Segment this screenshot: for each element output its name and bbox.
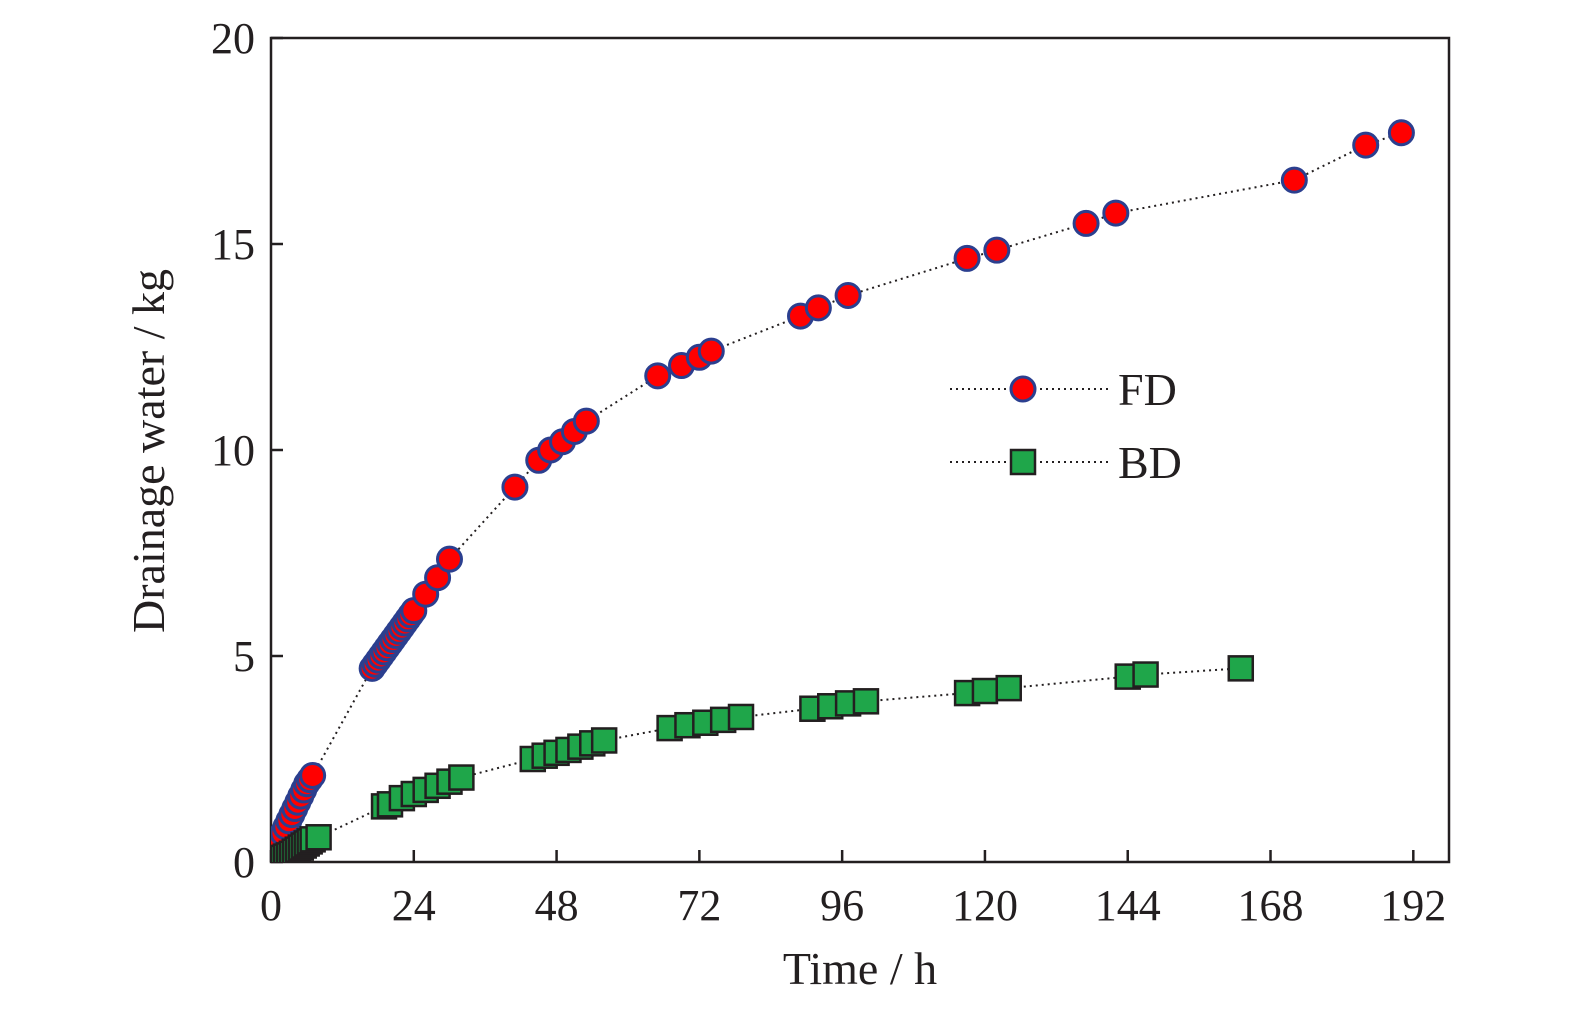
x-tick-label: 120 xyxy=(952,881,1018,930)
legend-label-bd: BD xyxy=(1118,437,1182,488)
x-tick-label: 72 xyxy=(677,881,721,930)
data-point-fd xyxy=(1387,119,1415,147)
y-tick-label: 15 xyxy=(211,220,255,269)
data-point-bd xyxy=(1227,655,1255,682)
data-point-fd xyxy=(1102,199,1130,227)
series-layer xyxy=(271,119,1415,862)
legend-entry-fd: FD xyxy=(950,364,1177,415)
x-tick-label: 144 xyxy=(1095,881,1161,930)
data-point-fd xyxy=(572,407,600,435)
data-point-bd xyxy=(1132,661,1159,688)
legend-marker-fd xyxy=(1009,375,1037,403)
series-fd xyxy=(271,119,1415,862)
y-tick-label: 10 xyxy=(211,426,255,475)
x-tick-label: 192 xyxy=(1380,881,1446,930)
legend-label-fd: FD xyxy=(1118,364,1177,415)
data-point-bd xyxy=(448,764,475,791)
data-point-fd xyxy=(299,761,327,789)
y-tick-label: 0 xyxy=(233,838,255,887)
data-point-fd xyxy=(1072,209,1100,237)
series-line-bd xyxy=(271,667,1241,862)
x-tick-label: 48 xyxy=(535,881,579,930)
legend-marker-bd xyxy=(1009,448,1037,476)
data-point-bd xyxy=(995,674,1022,702)
data-point-fd xyxy=(697,337,725,365)
data-point-fd xyxy=(983,236,1011,264)
data-point-bd xyxy=(727,703,755,731)
data-point-bd xyxy=(852,688,880,715)
data-point-fd xyxy=(435,545,463,573)
data-point-bd xyxy=(305,824,332,851)
x-tick-label: 96 xyxy=(820,881,864,930)
plot-frame xyxy=(269,36,1451,864)
data-point-fd xyxy=(834,282,862,309)
series-bd xyxy=(271,655,1255,862)
data-point-fd xyxy=(501,473,529,501)
legend: FD BD xyxy=(950,364,1182,488)
series-line-fd xyxy=(271,131,1402,862)
y-axis-ticks: 0 5 10 15 20 xyxy=(211,14,283,887)
x-tick-label: 168 xyxy=(1238,881,1304,930)
data-point-fd xyxy=(1280,166,1308,194)
x-tick-label: 24 xyxy=(392,881,436,930)
y-tick-label: 20 xyxy=(211,14,255,63)
data-point-fd xyxy=(644,362,672,390)
data-point-bd xyxy=(971,677,999,705)
x-axis-ticks: 0 24 48 72 96 120 144 168 192 xyxy=(260,850,1446,930)
legend-entry-bd: BD xyxy=(950,437,1182,488)
x-axis-title: Time / h xyxy=(783,943,937,994)
data-point-bd xyxy=(590,727,618,754)
data-point-fd xyxy=(1352,131,1380,159)
x-tick-label: 0 xyxy=(260,881,282,930)
data-point-fd xyxy=(424,564,452,592)
y-tick-label: 5 xyxy=(233,632,255,681)
data-point-fd xyxy=(953,244,981,272)
y-axis-title: Drainage water / kg xyxy=(123,269,174,633)
data-point-fd xyxy=(804,294,832,322)
